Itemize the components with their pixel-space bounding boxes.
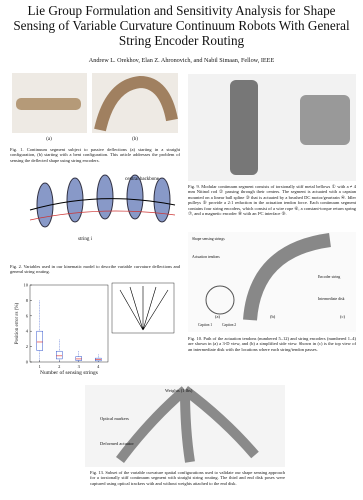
y-tick-label: 4 (26, 329, 29, 334)
y-tick-label: 6 (26, 313, 29, 318)
fig10-label: Shape sensing strings (192, 237, 225, 241)
y-tick-label: 0 (26, 360, 29, 365)
fig1-label: (b) (132, 137, 138, 142)
fig9-detail (300, 95, 350, 145)
fig9-bellows (230, 80, 258, 175)
y-tick-label: 2 (26, 344, 28, 349)
paper-title: Lie Group Formulation and Sensitivity An… (13, 3, 350, 48)
x-tick-label: 3 (78, 364, 81, 369)
fig10-label: Intermediate disk (318, 297, 345, 301)
y-axis-label: Position error εs (%) (15, 302, 20, 344)
caption: Fig. 1. Continuum segment subject to pas… (10, 147, 180, 163)
fig10-robot (243, 233, 332, 321)
fig10-label: (b) (270, 314, 276, 319)
caption: Fig. 13. Subset of the variable curvatur… (90, 470, 285, 486)
fig1-label: (a) (46, 137, 52, 142)
fig2-label: central backbone (125, 177, 160, 182)
fig2-label: string i (78, 237, 93, 242)
x-tick-label: 2 (58, 364, 60, 369)
fig13-label: Deformed actuator (100, 441, 134, 446)
y-tick-label: 8 (26, 298, 29, 303)
fig10-panel (188, 232, 356, 332)
caption: Fig. 10. Path of the actuation tendons (… (188, 336, 356, 352)
fig13-label: Weights (1 lbs) (165, 388, 193, 393)
fig10-label: (a) (215, 314, 220, 319)
fig10-label: Encoder string (318, 275, 340, 279)
box (56, 350, 63, 360)
y-tick-label: 10 (24, 283, 29, 288)
box (75, 356, 82, 361)
caption: Fig. 9. Modular continuum segment consis… (188, 184, 356, 217)
x-axis-label: Number of sensing strings (40, 369, 98, 376)
x-tick-label: 4 (97, 364, 100, 369)
fig2-diagram (29, 174, 176, 228)
fig10-disk (205, 285, 235, 315)
fig10-label: Actuation tendons (192, 255, 220, 259)
caption: Fig. 2. Variables used in our kinematic … (10, 264, 180, 275)
fig3-inset-curves (119, 286, 169, 331)
authors: Andrew L. Orekhov, Elan Z. Ahronovich, a… (88, 57, 275, 64)
box (36, 330, 43, 351)
fig10-label: Caption 2 (222, 323, 236, 327)
plot-frame (29, 284, 109, 363)
fig13-label: Optical markers (100, 416, 129, 421)
fig13-robots (116, 386, 259, 464)
fig1-bellows (16, 75, 178, 132)
x-tick-label: 1 (39, 364, 41, 369)
fig10-label: Caption 1 (198, 323, 212, 327)
fig10-label: (c) (340, 314, 345, 319)
